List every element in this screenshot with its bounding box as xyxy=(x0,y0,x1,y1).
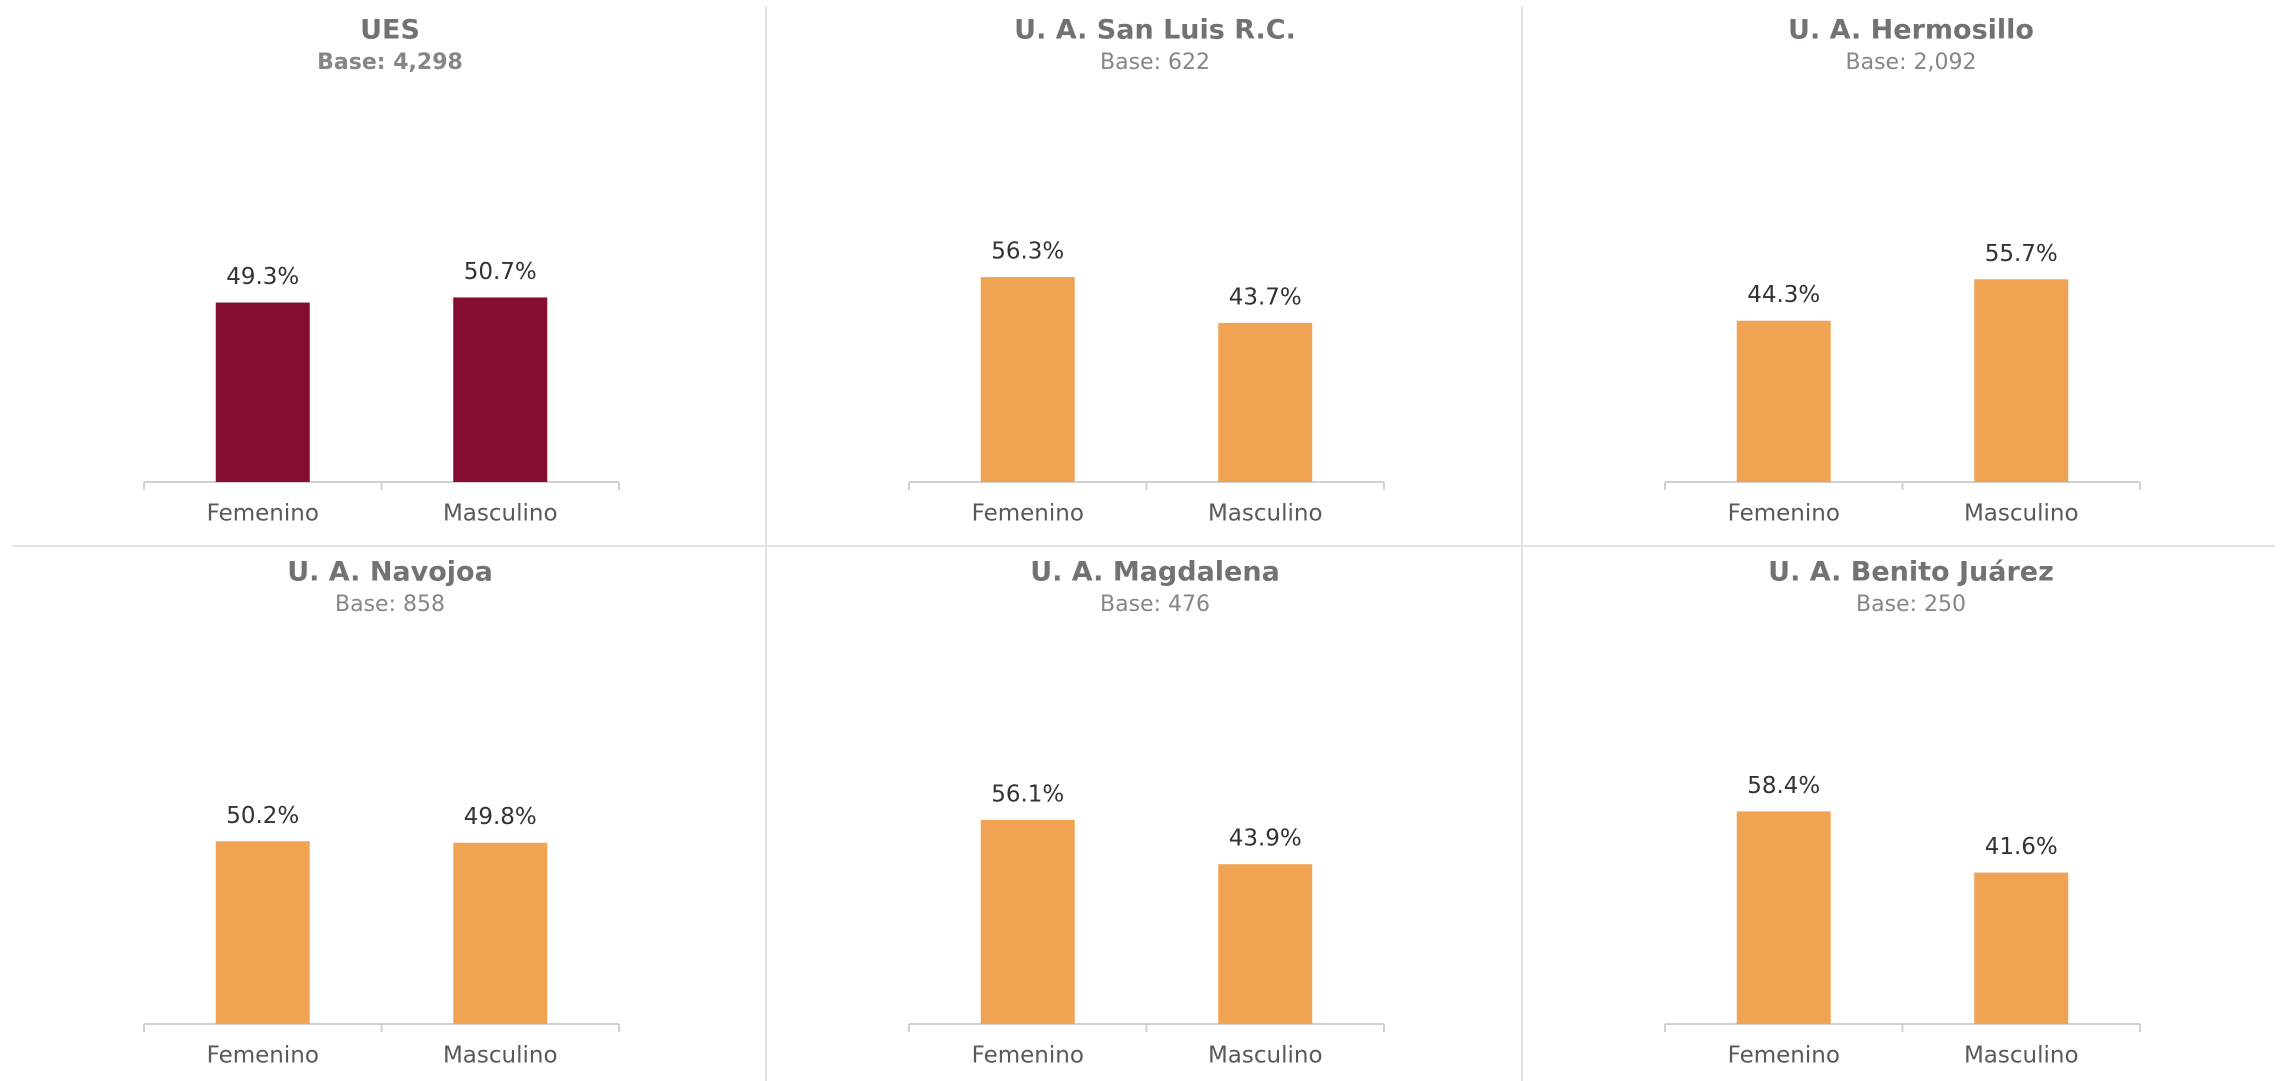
data-label: 55.7% xyxy=(1985,241,2058,267)
bar xyxy=(215,302,310,482)
x-tick-label: Femenino xyxy=(972,501,1084,527)
x-tick-label: Masculino xyxy=(1964,501,2079,527)
x-tick-label: Femenino xyxy=(1728,1043,1840,1069)
chart-title: U. A. Hermosillo xyxy=(1788,15,2034,46)
chart-subtitle: Base: 858 xyxy=(335,592,445,617)
x-tick-label: Femenino xyxy=(1728,501,1840,527)
x-tick-label: Masculino xyxy=(1208,501,1323,527)
data-label: 43.9% xyxy=(1229,826,1302,852)
chart: U. A. San Luis R.C. Base: 622 56.3% Femenin… xyxy=(908,15,1385,527)
x-tick-label: Masculino xyxy=(443,1043,558,1069)
x-tick-label: Masculino xyxy=(443,501,558,527)
chart-subtitle: Base: 622 xyxy=(1100,50,1210,75)
data-label: 49.3% xyxy=(226,264,299,290)
data-label: 56.1% xyxy=(991,781,1064,807)
chart-subtitle: Base: 250 xyxy=(1856,592,1966,617)
data-label: 41.6% xyxy=(1985,834,2058,860)
chart: U. A. Navojoa Base: 858 50.2% Femenino 49.8%… xyxy=(143,557,620,1069)
chart-title: U. A. San Luis R.C. xyxy=(1014,15,1296,46)
chart-title: U. A. Magdalena xyxy=(1030,557,1280,588)
bar xyxy=(980,277,1075,482)
data-label: 49.8% xyxy=(464,804,537,830)
x-tick-label: Femenino xyxy=(972,1043,1084,1069)
data-label: 44.3% xyxy=(1747,282,1820,308)
bar xyxy=(1736,320,1831,482)
chart-subtitle: Base: 2,092 xyxy=(1846,50,1977,75)
chart-subtitle: Base: 476 xyxy=(1100,592,1210,617)
chart-title: U. A. Benito Juárez xyxy=(1768,557,2054,588)
x-tick-label: Femenino xyxy=(207,1043,319,1069)
chart: U. A. Benito Juárez Base: 250 58.4% Femenin… xyxy=(1664,557,2141,1069)
bar xyxy=(215,841,310,1024)
bar xyxy=(1218,322,1313,482)
bar xyxy=(453,842,548,1024)
data-label: 50.2% xyxy=(226,803,299,829)
bar xyxy=(1974,279,2069,482)
chart: U. A. Hermosillo Base: 2,092 44.3% Femenino… xyxy=(1664,15,2141,527)
chart: U. A. Magdalena Base: 476 56.1% Femenino 43.… xyxy=(908,557,1385,1069)
bar xyxy=(1218,864,1313,1024)
bar xyxy=(1974,872,2069,1024)
data-label: 43.7% xyxy=(1229,284,1302,310)
data-label: 58.4% xyxy=(1747,773,1820,799)
x-tick-label: Masculino xyxy=(1208,1043,1323,1069)
x-tick-label: Masculino xyxy=(1964,1043,2079,1069)
data-label: 56.3% xyxy=(991,239,1064,265)
bar xyxy=(1736,811,1831,1024)
chart-title: U. A. Navojoa xyxy=(287,557,493,588)
data-label: 50.7% xyxy=(464,259,537,285)
x-tick-label: Femenino xyxy=(207,501,319,527)
bar xyxy=(453,297,548,482)
chart: UES Base: 4,298 49.3% Femenino 50.7% Masculin… xyxy=(143,15,620,527)
chart-title: UES xyxy=(360,15,420,46)
bar xyxy=(980,819,1075,1024)
chart-subtitle: Base: 4,298 xyxy=(317,50,463,75)
